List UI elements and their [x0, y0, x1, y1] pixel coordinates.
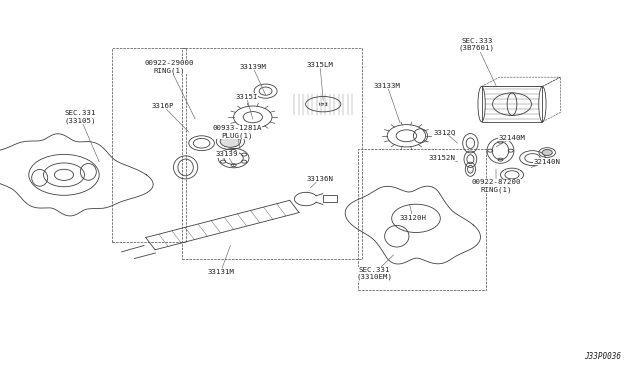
Bar — [482, 87, 543, 122]
Circle shape — [220, 135, 241, 147]
Text: 00922-29000
RING(1): 00922-29000 RING(1) — [145, 60, 195, 119]
Text: 33133M: 33133M — [374, 83, 401, 123]
Text: 3315I: 3315I — [235, 94, 258, 119]
Text: 32140M: 32140M — [496, 135, 525, 147]
Text: 33139M: 33139M — [239, 64, 266, 95]
Text: SEC.333
(3B7601): SEC.333 (3B7601) — [459, 38, 496, 86]
Circle shape — [542, 150, 552, 155]
Text: 33131M: 33131M — [207, 246, 234, 275]
Text: 32140N: 32140N — [531, 159, 561, 167]
Text: SEC.331
(33105): SEC.331 (33105) — [64, 110, 99, 162]
Bar — [112, 48, 186, 242]
Text: J33P0036: J33P0036 — [584, 352, 621, 361]
Text: 00933-1281A
PLUG(1): 00933-1281A PLUG(1) — [212, 125, 262, 149]
Text: SEC.331
(3310EM): SEC.331 (3310EM) — [356, 255, 394, 280]
Text: 33139: 33139 — [216, 151, 239, 166]
Text: 3316P: 3316P — [152, 103, 189, 132]
Text: 33136N: 33136N — [307, 176, 333, 188]
Text: 3312Q: 3312Q — [433, 129, 458, 143]
Bar — [182, 48, 362, 259]
Text: 3315LM: 3315LM — [307, 62, 333, 100]
Text: 33152N: 33152N — [428, 155, 458, 162]
Text: 33120H: 33120H — [399, 205, 426, 221]
Text: 00922-87200
RING(1): 00922-87200 RING(1) — [471, 169, 521, 193]
Bar — [358, 149, 486, 290]
Bar — [323, 195, 337, 202]
